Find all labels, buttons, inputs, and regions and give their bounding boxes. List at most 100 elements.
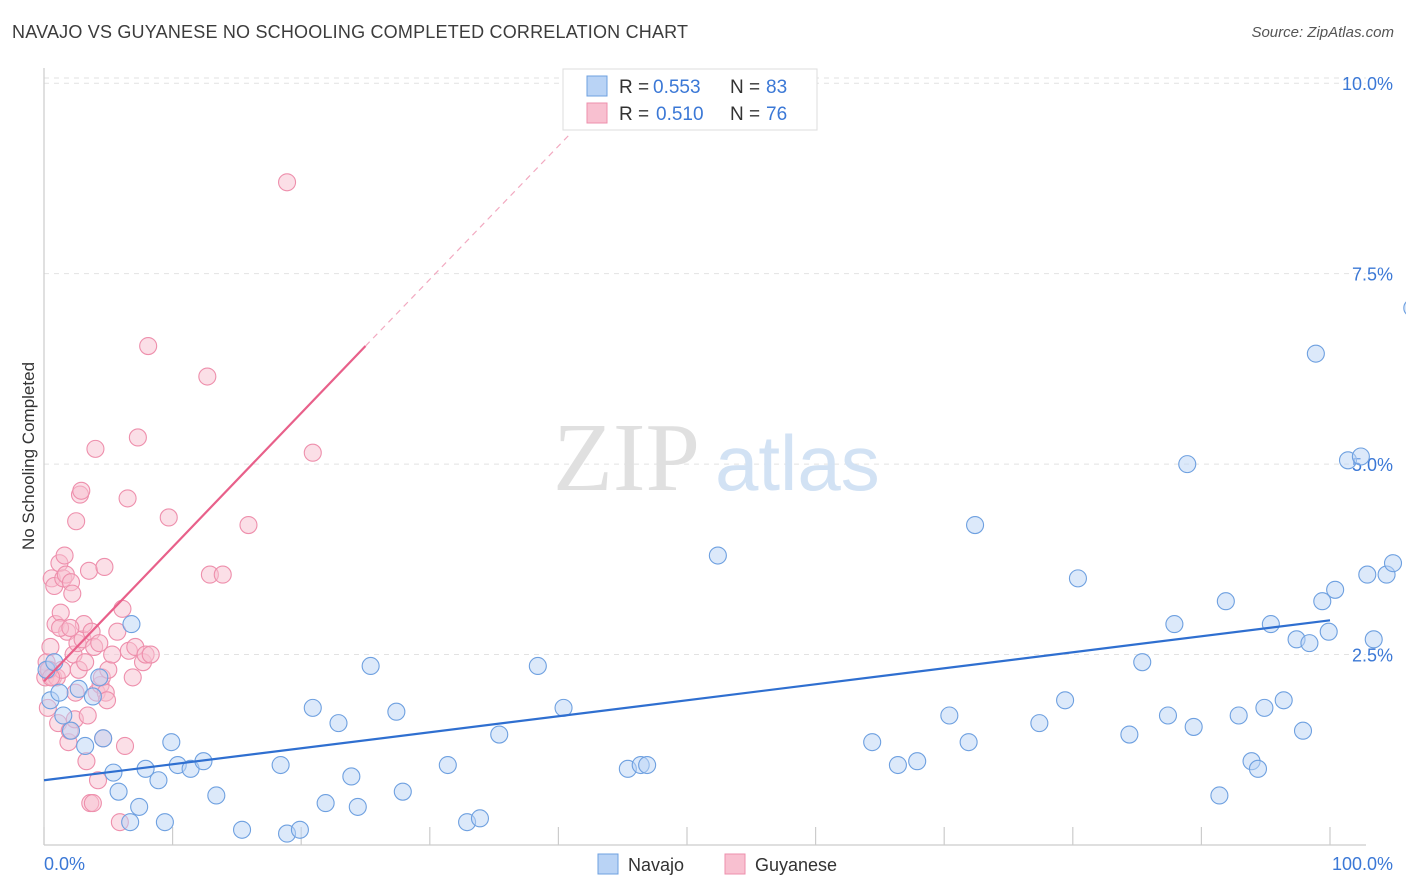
legend-series: Navajo Guyanese — [597, 853, 837, 875]
navajo-point-62 — [1216, 592, 1235, 611]
guyanese-point-31 — [76, 653, 95, 672]
guyanese-point-64 — [159, 508, 178, 527]
navajo-point-33 — [361, 656, 380, 676]
guyanese-trend-line — [43, 345, 367, 682]
watermark-zip: ZIP — [553, 404, 700, 512]
axes — [43, 68, 1366, 846]
navajo-point-39 — [490, 725, 509, 744]
legend-guyanese-r-value: 0.510 — [656, 104, 704, 125]
navajo-point-55 — [1120, 725, 1139, 744]
y-tick-labels: 2.5%5.0%7.5%10.0% — [1342, 74, 1393, 665]
navajo-point-24 — [232, 820, 252, 839]
guyanese-point-42 — [90, 634, 109, 653]
navajo-point-49 — [940, 706, 959, 725]
guyanese-point-4 — [41, 637, 60, 656]
navajo-point-75 — [1326, 580, 1345, 599]
guyanese-point-65 — [198, 367, 217, 386]
navajo-point-79 — [1364, 630, 1383, 649]
navajo-point-51 — [966, 516, 985, 535]
guyanese-point-59 — [128, 428, 147, 447]
navajo-point-7 — [76, 736, 95, 756]
navajo-point-73 — [1313, 592, 1332, 611]
legend-guyanese-n-label: N = — [730, 104, 760, 125]
legend-swatch-guyanese — [586, 102, 608, 124]
navajo-point-30 — [329, 714, 348, 733]
navajo-point-82 — [1403, 301, 1406, 315]
navajo-point-48 — [908, 752, 927, 771]
navajo-point-2 — [45, 653, 64, 672]
navajo-point-54 — [1068, 569, 1087, 588]
guyanese-point-50 — [103, 645, 122, 664]
navajo-point-53 — [1056, 691, 1075, 710]
navajo-point-14 — [122, 615, 141, 634]
legend-bottom-label-navajo: Navajo — [628, 855, 684, 875]
navajo-point-60 — [1184, 717, 1203, 736]
navajo-point-23 — [207, 786, 226, 805]
navajo-point-66 — [1255, 698, 1274, 717]
guyanese-point-34 — [79, 561, 99, 580]
legend-bottom-swatch-guyanese — [724, 853, 746, 875]
guyanese-point-39 — [86, 439, 105, 458]
navajo-point-52 — [1030, 714, 1049, 733]
guyanese-point-68 — [239, 516, 258, 535]
legend-swatch-navajo — [586, 75, 608, 97]
watermark-atlas: atlas — [715, 419, 880, 507]
guyanese-point-63 — [141, 645, 160, 664]
series-navajo-points — [37, 301, 1406, 843]
navajo-point-63 — [1229, 706, 1248, 725]
chart-title: NAVAJO VS GUYANESE NO SCHOOLING COMPLETE… — [12, 22, 689, 42]
navajo-point-10 — [94, 729, 113, 748]
guyanese-point-74 — [61, 618, 80, 637]
navajo-point-29 — [316, 794, 335, 813]
navajo-point-61 — [1210, 786, 1229, 805]
navajo-point-34 — [387, 702, 406, 721]
navajo-point-17 — [149, 771, 168, 790]
navajo-point-28 — [303, 698, 322, 717]
navajo-point-81 — [1383, 554, 1403, 573]
navajo-point-25 — [271, 755, 290, 775]
navajo-point-74 — [1319, 622, 1338, 641]
navajo-point-78 — [1358, 565, 1377, 584]
navajo-point-77 — [1351, 447, 1370, 466]
navajo-point-18 — [155, 813, 174, 832]
guyanese-trend-extension — [365, 132, 572, 347]
trend-lines — [43, 132, 1331, 782]
navajo-point-8 — [83, 687, 102, 706]
guyanese-point-15 — [55, 546, 74, 565]
navajo-point-45 — [708, 546, 727, 565]
navajo-point-32 — [348, 797, 367, 816]
x-tick-labels: 0.0% 100.0% — [44, 854, 1393, 874]
gridlines — [44, 77, 1366, 656]
y-axis-label: No Schooling Completed — [19, 362, 38, 550]
legend-guyanese-r-label: R = — [619, 104, 649, 125]
watermark: ZIP atlas — [553, 404, 880, 512]
navajo-point-15 — [130, 797, 149, 816]
legend-bottom-swatch-navajo — [597, 853, 619, 875]
navajo-point-65 — [1248, 759, 1268, 778]
navajo-trend-line — [43, 619, 1331, 782]
navajo-point-67 — [1261, 615, 1280, 634]
chart-source: Source: ZipAtlas.com — [1251, 24, 1394, 41]
guyanese-point-32 — [77, 752, 96, 771]
guyanese-point-33 — [78, 706, 97, 725]
guyanese-point-69 — [278, 173, 297, 192]
navajo-point-27 — [290, 820, 309, 839]
guyanese-point-62 — [139, 336, 158, 356]
guyanese-point-57 — [123, 668, 142, 687]
navajo-point-72 — [1306, 344, 1325, 363]
navajo-point-46 — [863, 733, 882, 752]
navajo-point-6 — [69, 679, 88, 698]
navajo-point-40 — [528, 656, 547, 676]
guyanese-point-46 — [95, 557, 114, 577]
navajo-point-58 — [1165, 615, 1184, 634]
y-tick-label-2: 7.5% — [1352, 265, 1393, 285]
x-tick-label-1: 100.0% — [1332, 854, 1393, 874]
guyanese-point-28 — [72, 481, 91, 500]
guyanese-point-51 — [108, 622, 127, 641]
legend-stats: R = 0.553 N = 83 R = 0.510 N = 76 — [562, 68, 818, 131]
legend-navajo-n-value: 83 — [766, 77, 787, 98]
guyanese-point-12 — [51, 603, 70, 622]
guyanese-point-21 — [63, 584, 82, 603]
navajo-point-13 — [121, 813, 140, 832]
